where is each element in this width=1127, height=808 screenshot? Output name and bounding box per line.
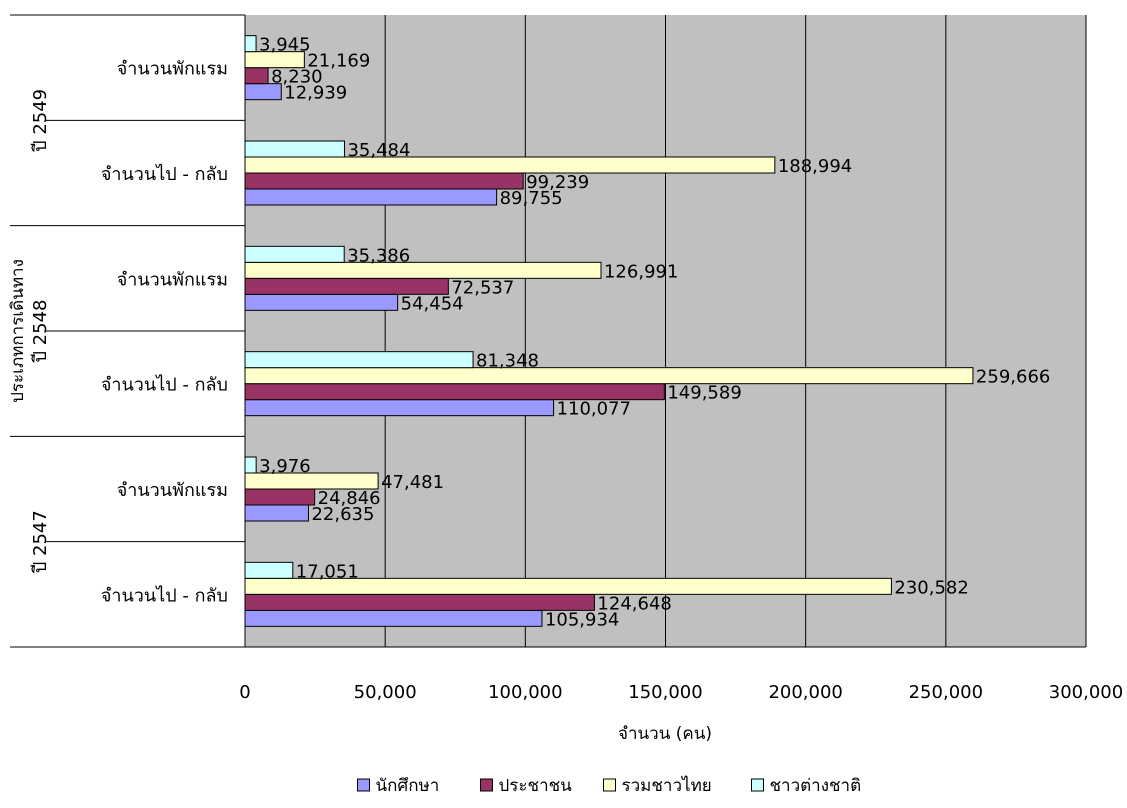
year-label: ปี 2548 — [30, 300, 51, 363]
bar — [244, 140, 345, 158]
value-label: 126,991 — [604, 261, 678, 282]
legend-label: รวมชาวไทย — [622, 775, 712, 796]
bar — [244, 367, 974, 385]
legend-swatch — [480, 778, 493, 792]
legend-swatch — [357, 778, 370, 792]
value-label: 188,994 — [778, 156, 852, 177]
bar — [244, 504, 309, 522]
value-label: 22,635 — [311, 504, 374, 525]
bar — [244, 67, 269, 85]
value-label: 89,755 — [500, 188, 563, 209]
bar — [244, 561, 294, 579]
x-tick-label: 150,000 — [628, 682, 702, 703]
value-label: 259,666 — [976, 367, 1050, 388]
legend-item: รวมชาวไทย — [603, 775, 712, 796]
bar — [244, 156, 776, 174]
bar — [244, 456, 257, 474]
bar — [244, 35, 257, 53]
legend-item: ประชาชน — [480, 776, 573, 796]
x-tick-labels: 0 50,000 100,000 150,000 200,000 250,000 300,0… — [239, 682, 1123, 703]
legend-swatch — [751, 778, 764, 792]
bar — [244, 399, 555, 417]
value-label: 47,481 — [381, 472, 444, 493]
bar — [244, 609, 543, 627]
year-label: ปี 2549 — [30, 89, 51, 152]
bar — [244, 261, 602, 279]
value-label: 110,077 — [557, 399, 631, 420]
value-label: 35,484 — [347, 140, 410, 161]
value-label: 24,846 — [318, 488, 381, 509]
value-label: 12,939 — [284, 83, 347, 104]
x-tick-label: 250,000 — [909, 682, 983, 703]
legend-label: ชาวต่างชาติ — [770, 776, 862, 796]
legend-label: ประชาชน — [499, 776, 573, 796]
axes — [10, 14, 1086, 648]
value-label: 72,537 — [451, 277, 514, 298]
value-label: 124,648 — [597, 593, 671, 614]
category-label: จำนวนพักแรม — [117, 269, 228, 290]
x-axis-title: จำนวน (คน) — [618, 724, 712, 744]
bar — [244, 351, 474, 369]
value-label: 8,230 — [271, 67, 323, 88]
legend-item: นักศึกษา — [357, 776, 440, 796]
legend-item: ชาวต่างชาติ — [751, 776, 862, 796]
value-label: 99,239 — [526, 172, 589, 193]
bar — [244, 383, 665, 401]
bar — [244, 293, 399, 311]
value-label: 81,348 — [476, 351, 539, 372]
x-tick-label: 0 — [239, 682, 250, 703]
category-label: จำนวนพักแรม — [117, 59, 228, 80]
year-label: ปี 2547 — [30, 510, 51, 573]
gridlines — [384, 15, 1087, 647]
bar — [244, 593, 595, 611]
x-tick-label: 50,000 — [354, 682, 417, 703]
value-label: 3,976 — [259, 456, 311, 477]
value-label: 230,582 — [894, 577, 968, 598]
value-label: 35,386 — [347, 245, 410, 266]
category-label: จำนวนพักแรม — [117, 480, 228, 501]
bar — [244, 188, 498, 206]
bar — [244, 277, 449, 295]
bar — [244, 488, 316, 506]
category-label: จำนวนไป - กลับ — [101, 374, 228, 396]
legend-label: นักศึกษา — [376, 776, 440, 796]
value-label: 54,454 — [401, 293, 464, 314]
value-label: 21,169 — [307, 51, 370, 72]
category-label: จำนวนไป - กลับ — [101, 163, 228, 185]
x-tick-label: 200,000 — [768, 682, 842, 703]
y-axis-title: ประเภทการเดินทาง — [8, 259, 28, 403]
bars — [244, 35, 974, 627]
bar — [244, 245, 345, 263]
value-label: 3,945 — [259, 35, 311, 56]
category-label: จำนวนไป - กลับ — [101, 584, 228, 606]
value-label: 149,589 — [667, 383, 741, 404]
year-labels: ปี 2547 ปี 2548 ปี 2549 — [30, 89, 51, 574]
value-label: 17,051 — [296, 561, 359, 582]
bar — [244, 172, 524, 190]
legend-swatch — [603, 778, 616, 792]
x-tick-label: 100,000 — [488, 682, 562, 703]
value-label: 105,934 — [545, 609, 619, 630]
x-tick-label: 300,000 — [1049, 682, 1123, 703]
legend: นักศึกษา ประชาชน รวมชาวไทย ชาวต่างชาติ — [357, 775, 862, 796]
